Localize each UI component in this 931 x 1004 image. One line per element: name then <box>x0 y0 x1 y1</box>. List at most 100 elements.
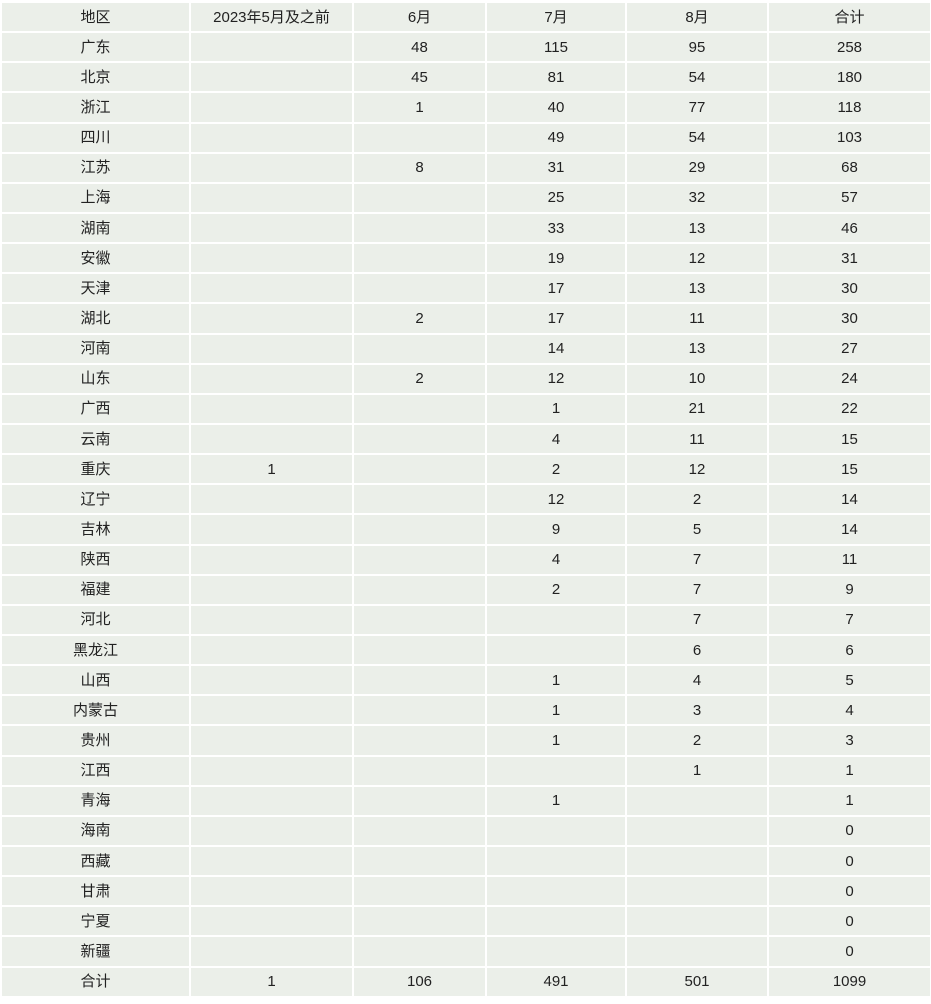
cell-region: 浙江 <box>2 93 189 122</box>
cell-may-and-before <box>191 696 352 725</box>
cell-may-and-before <box>191 213 352 243</box>
cell-july <box>487 907 625 936</box>
cell-july: 1 <box>487 696 625 725</box>
cell-region: 合计 <box>2 967 189 996</box>
cell-june <box>354 726 485 755</box>
table-row: 浙江 1 40 77 118 <box>2 93 930 122</box>
cell-region: 陕西 <box>2 545 189 574</box>
cell-august <box>627 877 767 906</box>
cell-august: 13 <box>627 213 767 243</box>
cell-may-and-before <box>191 937 352 966</box>
table-row: 陕西 4 7 11 <box>2 545 930 574</box>
cell-total: 5 <box>769 666 930 695</box>
cell-may-and-before <box>191 274 352 303</box>
cell-august <box>627 846 767 876</box>
cell-may-and-before <box>191 907 352 936</box>
cell-july: 12 <box>487 485 625 514</box>
cell-may-and-before <box>191 575 352 604</box>
cell-region: 吉林 <box>2 515 189 544</box>
table-row: 山西 1 4 5 <box>2 666 930 695</box>
cell-july: 17 <box>487 274 625 303</box>
cell-june <box>354 455 485 484</box>
cell-august: 12 <box>627 455 767 484</box>
cell-region: 四川 <box>2 123 189 152</box>
cell-region: 青海 <box>2 786 189 815</box>
cell-july: 40 <box>487 93 625 122</box>
cell-july <box>487 816 625 845</box>
table-row: 重庆 1 2 12 15 <box>2 455 930 484</box>
cell-july: 1 <box>487 394 625 423</box>
cell-region: 辽宁 <box>2 485 189 514</box>
table-row: 江西 1 1 <box>2 756 930 785</box>
cell-may-and-before <box>191 334 352 363</box>
cell-may-and-before <box>191 877 352 906</box>
cell-total: 14 <box>769 515 930 544</box>
table-row: 辽宁 12 2 14 <box>2 485 930 514</box>
cell-june: 48 <box>354 33 485 62</box>
cell-august: 1 <box>627 756 767 785</box>
table-row: 内蒙古 1 3 4 <box>2 696 930 725</box>
cell-july: 491 <box>487 967 625 996</box>
cell-total: 7 <box>769 605 930 634</box>
cell-may-and-before <box>191 635 352 665</box>
cell-region: 宁夏 <box>2 907 189 936</box>
cell-may-and-before <box>191 846 352 876</box>
cell-may-and-before <box>191 183 352 212</box>
cell-may-and-before <box>191 726 352 755</box>
cell-region: 天津 <box>2 274 189 303</box>
cell-july <box>487 877 625 906</box>
cell-total: 1099 <box>769 967 930 996</box>
cell-july: 1 <box>487 666 625 695</box>
table-row: 西藏 0 <box>2 846 930 876</box>
cell-region: 海南 <box>2 816 189 845</box>
cell-june: 2 <box>354 304 485 333</box>
table-row: 福建 2 7 9 <box>2 575 930 604</box>
cell-may-and-before <box>191 515 352 544</box>
cell-june <box>354 274 485 303</box>
cell-region: 黑龙江 <box>2 635 189 665</box>
cell-region: 地区 <box>2 3 189 32</box>
cell-august: 501 <box>627 967 767 996</box>
cell-july: 19 <box>487 244 625 273</box>
table-row: 青海 1 1 <box>2 786 930 815</box>
cell-august: 8月 <box>627 3 767 32</box>
table-row: 黑龙江 6 6 <box>2 635 930 665</box>
cell-july <box>487 605 625 634</box>
cell-june: 106 <box>354 967 485 996</box>
table-row: 上海 25 32 57 <box>2 183 930 212</box>
cell-june: 45 <box>354 63 485 92</box>
cell-august: 12 <box>627 244 767 273</box>
table-row: 海南 0 <box>2 816 930 845</box>
cell-june <box>354 183 485 212</box>
cell-august: 77 <box>627 93 767 122</box>
cell-august: 11 <box>627 304 767 333</box>
cell-region: 江西 <box>2 756 189 785</box>
cell-july: 31 <box>487 153 625 182</box>
cell-july: 9 <box>487 515 625 544</box>
cell-total: 合计 <box>769 3 930 32</box>
cell-total: 15 <box>769 455 930 484</box>
table-row: 新疆 0 <box>2 937 930 966</box>
cell-june <box>354 424 485 454</box>
cell-total: 1 <box>769 756 930 785</box>
cell-region: 湖北 <box>2 304 189 333</box>
cell-total: 46 <box>769 213 930 243</box>
cell-region: 北京 <box>2 63 189 92</box>
cell-may-and-before <box>191 545 352 574</box>
table-row: 贵州 1 2 3 <box>2 726 930 755</box>
cell-july: 1 <box>487 786 625 815</box>
cell-total: 30 <box>769 304 930 333</box>
cell-august: 7 <box>627 605 767 634</box>
cell-may-and-before <box>191 666 352 695</box>
cell-total: 1 <box>769 786 930 815</box>
cell-region: 贵州 <box>2 726 189 755</box>
cell-august: 29 <box>627 153 767 182</box>
cell-august: 7 <box>627 575 767 604</box>
cell-total: 27 <box>769 334 930 363</box>
cell-august: 54 <box>627 123 767 152</box>
cell-june <box>354 937 485 966</box>
cell-may-and-before: 1 <box>191 455 352 484</box>
cell-region: 福建 <box>2 575 189 604</box>
cell-total: 6 <box>769 635 930 665</box>
